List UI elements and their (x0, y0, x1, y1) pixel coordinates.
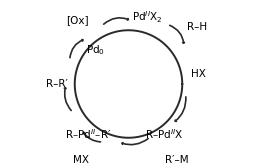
Text: [Ox]: [Ox] (66, 15, 89, 25)
Text: R–Pd$^{II}$X: R–Pd$^{II}$X (145, 128, 184, 141)
Text: R–H: R–H (187, 22, 207, 32)
Text: R–R′: R–R′ (46, 79, 68, 89)
Text: R–Pd$^{II}$–R′: R–Pd$^{II}$–R′ (65, 128, 111, 141)
Text: HX: HX (191, 69, 206, 79)
Text: R′–M: R′–M (166, 155, 189, 165)
Text: Pd$_0$: Pd$_0$ (87, 44, 106, 57)
Text: MX: MX (73, 155, 89, 165)
Text: Pd$^{II}$X$_2$: Pd$^{II}$X$_2$ (132, 9, 162, 25)
